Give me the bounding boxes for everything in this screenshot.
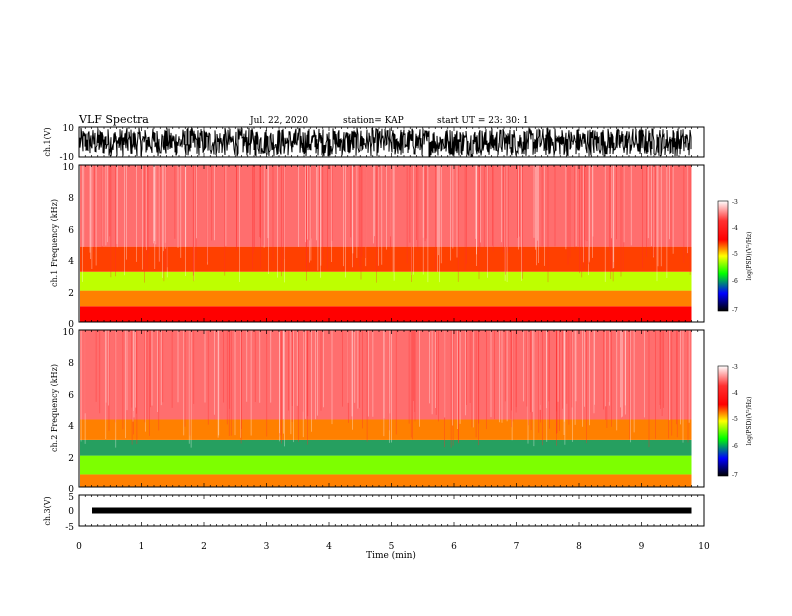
sp1-ytick-2: 2 xyxy=(68,289,74,299)
xtick-3: 3 xyxy=(264,542,270,552)
x-tick-marks xyxy=(78,127,705,526)
sp1-ytick-8: 8 xyxy=(68,194,74,204)
xtick-4: 4 xyxy=(326,542,332,552)
figure-title: VLF Spectra xyxy=(78,113,149,126)
ch1-ytick-bottom: -10 xyxy=(60,153,75,163)
spectrogram-band-1 xyxy=(80,455,692,475)
ch3-ytick-top: 5 xyxy=(68,493,74,503)
cb1-tick-m4: -4 xyxy=(732,225,738,232)
spectrogram-band-0 xyxy=(80,474,692,487)
cb2-tick-m7: -7 xyxy=(732,472,738,479)
ch1-ytick-top: 10 xyxy=(63,124,75,134)
sp1-ytick-0: 0 xyxy=(68,320,74,330)
ch3-ylabel: ch.3(V) xyxy=(43,496,52,525)
cb2-tick-m6: -6 xyxy=(732,443,738,450)
xtick-6: 6 xyxy=(451,542,457,552)
cb2-tick-m4: -4 xyxy=(732,390,738,397)
xtick-0: 0 xyxy=(76,542,82,552)
ch1-spectrogram-bands xyxy=(79,165,704,322)
xtick-9: 9 xyxy=(639,542,645,552)
colorbar-ch1: -3 -4 -5 -6 -7 log(PSD)(V²/Hz) xyxy=(717,199,753,314)
ch1-ylabel: ch.1(V) xyxy=(43,127,52,156)
header-start-time: start UT = 23: 30: 1 xyxy=(437,116,529,126)
spectrogram-band-3 xyxy=(80,246,692,272)
ch2-spectrogram-yticks: 10 8 6 4 2 0 xyxy=(63,328,75,495)
cb2-tick-m3: -3 xyxy=(732,364,738,371)
spectrogram-band-4 xyxy=(80,165,692,247)
sp2-ytick-4: 4 xyxy=(68,422,74,432)
cb1-label: log(PSD)(V²/Hz) xyxy=(746,232,753,281)
ch1-waveform-trace xyxy=(79,127,692,157)
spectrogram-band-4 xyxy=(80,330,692,420)
spectrogram-band-2 xyxy=(80,271,692,291)
colorbar-ch1-gradient xyxy=(717,200,729,312)
cb2-tick-m5: -5 xyxy=(732,416,738,423)
colorbar-ch2: -3 -4 -5 -6 -7 log(PSD)(V²/Hz) xyxy=(717,364,753,479)
header-station: station= KAP xyxy=(343,116,404,126)
cb1-tick-m5: -5 xyxy=(732,251,738,258)
xtick-5: 5 xyxy=(389,542,395,552)
ch1-spectrogram-panel: 10 8 6 4 2 0 ch.1 Frequency (kHz) xyxy=(50,163,705,330)
x-axis-label: Time (min) xyxy=(366,550,416,561)
cb1-tick-m3: -3 xyxy=(732,199,738,206)
spectrogram-band-1 xyxy=(80,290,692,307)
ch2-spectrogram-bands xyxy=(79,330,704,487)
header-date: Jul. 22, 2020 xyxy=(249,116,308,126)
sp2-ytick-0: 0 xyxy=(68,485,74,495)
ch2-spectrogram-panel: 10 8 6 4 2 0 ch.2 Frequency (kHz) xyxy=(50,328,705,495)
ch2-spectrogram-ylabel: ch.2 Frequency (kHz) xyxy=(50,364,59,452)
cb2-label: log(PSD)(V²/Hz) xyxy=(746,397,753,446)
xtick-10: 10 xyxy=(698,542,710,552)
ch3-ytick-bottom: -5 xyxy=(65,523,74,533)
sp2-ytick-10: 10 xyxy=(63,328,75,338)
xtick-2: 2 xyxy=(201,542,207,552)
sp2-ytick-2: 2 xyxy=(68,454,74,464)
ch1-spectrogram-ylabel: ch.1 Frequency (kHz) xyxy=(50,199,59,287)
spectrogram-band-3 xyxy=(80,419,692,440)
colorbar-ch2-gradient xyxy=(717,365,729,477)
sp1-ytick-6: 6 xyxy=(68,226,74,236)
sp2-ytick-8: 8 xyxy=(68,359,74,369)
ch3-waveform-panel: 5 0 -5 ch.3(V) xyxy=(43,493,705,533)
sp1-ytick-4: 4 xyxy=(68,257,74,267)
ch1-waveform-panel: 10 -10 ch.1(V) xyxy=(43,124,705,163)
sp1-ytick-10: 10 xyxy=(63,163,75,173)
spectrogram-band-2 xyxy=(80,439,692,456)
cb1-tick-m7: -7 xyxy=(732,307,738,314)
x-axis-labels: 0 1 2 3 4 5 6 7 8 9 10 Time (min) xyxy=(76,542,710,561)
cb1-tick-m6: -6 xyxy=(732,278,738,285)
ch3-waveform-trace xyxy=(92,507,692,514)
spectrogram-band-0 xyxy=(80,306,692,322)
xtick-8: 8 xyxy=(576,542,582,552)
ch1-spectrogram-yticks: 10 8 6 4 2 0 xyxy=(63,163,75,330)
xtick-1: 1 xyxy=(139,542,145,552)
sp2-ytick-6: 6 xyxy=(68,391,74,401)
ch3-ytick-mid: 0 xyxy=(68,507,74,517)
xtick-7: 7 xyxy=(514,542,520,552)
